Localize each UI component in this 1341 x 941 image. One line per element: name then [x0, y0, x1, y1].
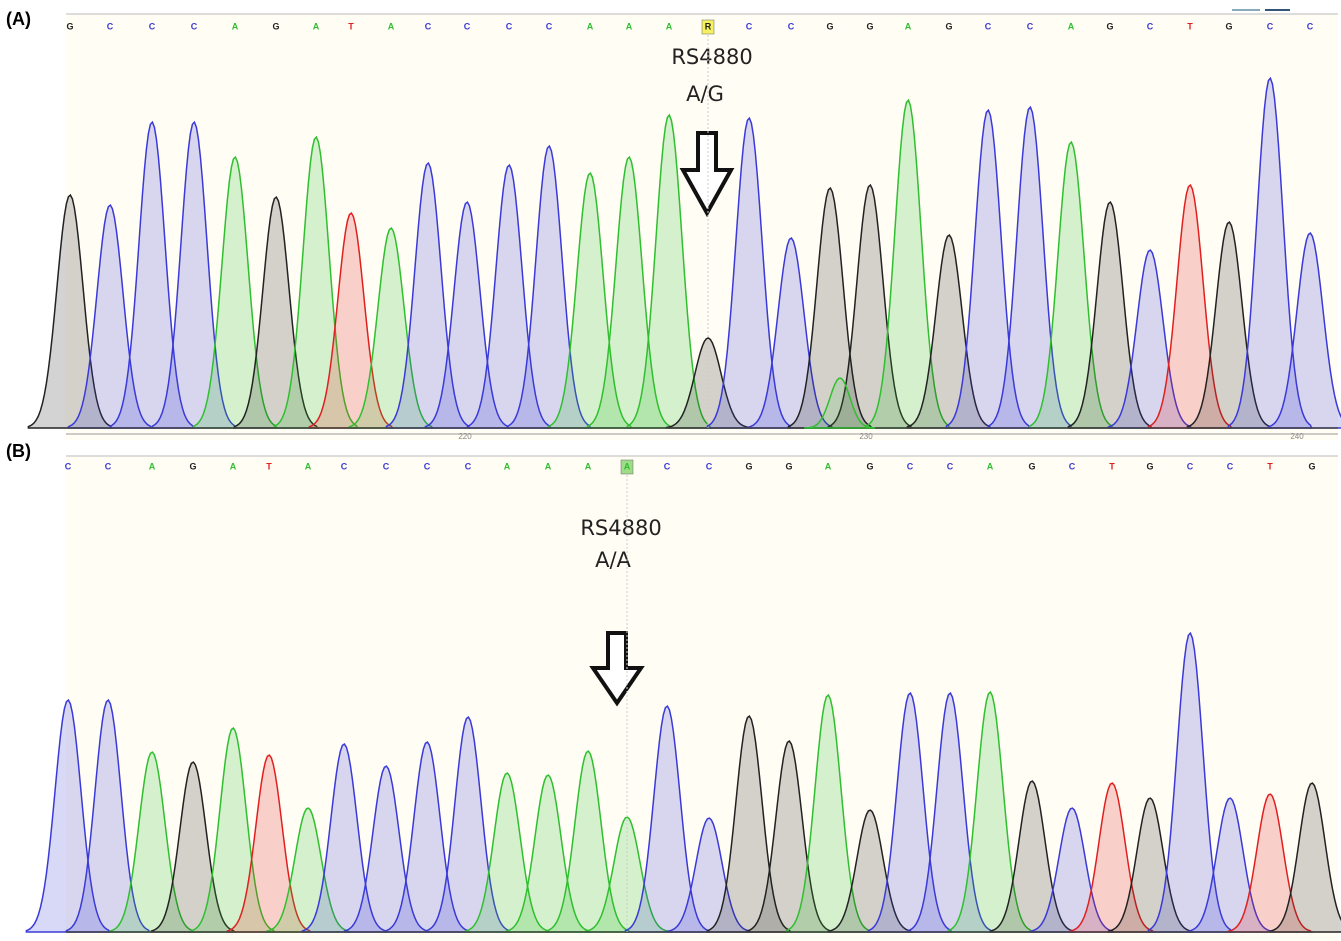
base-call: G: [866, 21, 873, 31]
base-call: C: [947, 461, 954, 471]
base-call: C: [1147, 21, 1154, 31]
axis-label: 220: [458, 432, 472, 441]
base-call: C: [464, 21, 471, 31]
base-call: T: [348, 21, 354, 31]
base-call: C: [105, 461, 112, 471]
base-call: C: [664, 461, 671, 471]
base-call: T: [1187, 21, 1193, 31]
axis-label: 240: [1290, 432, 1304, 441]
base-call: G: [66, 21, 73, 31]
axis-label: 230: [859, 432, 873, 441]
base-call: G: [1308, 461, 1315, 471]
base-call: G: [1106, 21, 1113, 31]
base-call: T: [1109, 461, 1115, 471]
base-call: G: [866, 461, 873, 471]
base-call: G: [1225, 21, 1232, 31]
base-call: T: [1267, 461, 1273, 471]
base-call: C: [383, 461, 390, 471]
base-call: A: [585, 461, 592, 471]
base-call: C: [1069, 461, 1076, 471]
base-call: C: [788, 21, 795, 31]
base-call: C: [107, 21, 114, 31]
base-call: T: [266, 461, 272, 471]
base-call: A: [587, 21, 594, 31]
base-call: C: [1187, 461, 1194, 471]
base-call: A: [1068, 21, 1075, 31]
base-call: G: [826, 21, 833, 31]
base-call: A: [905, 21, 912, 31]
base-call: G: [785, 461, 792, 471]
base-call: A: [825, 461, 832, 471]
base-call: C: [907, 461, 914, 471]
base-call: A: [987, 461, 994, 471]
base-call: G: [1146, 461, 1153, 471]
base-call: C: [1267, 21, 1274, 31]
genotype: A/G: [686, 82, 724, 106]
base-call: G: [1028, 461, 1035, 471]
base-call: A: [624, 461, 631, 471]
base-call: C: [1027, 21, 1034, 31]
base-call: C: [65, 461, 72, 471]
base-call: C: [425, 21, 432, 31]
base-call: C: [191, 21, 198, 31]
panel-label: (A): [6, 9, 31, 29]
base-call: A: [305, 461, 312, 471]
base-call: A: [504, 461, 511, 471]
base-call: C: [1227, 461, 1234, 471]
base-call: G: [945, 21, 952, 31]
base-call: A: [230, 461, 237, 471]
base-call: C: [341, 461, 348, 471]
snp-id: RS4880: [671, 45, 752, 69]
base-call: A: [388, 21, 395, 31]
base-call: C: [546, 21, 553, 31]
base-call: C: [1307, 21, 1314, 31]
base-call: R: [705, 21, 712, 31]
base-call: A: [666, 21, 673, 31]
panel-label: (B): [6, 441, 31, 461]
base-call: C: [424, 461, 431, 471]
figure: (A) (B) RS4880 A/G RS4880 A/A 220 230 24…: [0, 0, 1341, 941]
base-call: G: [272, 21, 279, 31]
base-call: C: [985, 21, 992, 31]
base-call: A: [626, 21, 633, 31]
base-call: C: [746, 21, 753, 31]
base-call: G: [189, 461, 196, 471]
genotype: A/A: [595, 548, 631, 572]
base-call: A: [545, 461, 552, 471]
base-call: A: [232, 21, 239, 31]
base-call: G: [745, 461, 752, 471]
base-call: C: [465, 461, 472, 471]
base-call: A: [313, 21, 320, 31]
base-call: C: [706, 461, 713, 471]
base-call: C: [149, 21, 156, 31]
snp-id: RS4880: [580, 516, 661, 540]
base-call: C: [506, 21, 513, 31]
base-call: A: [149, 461, 156, 471]
